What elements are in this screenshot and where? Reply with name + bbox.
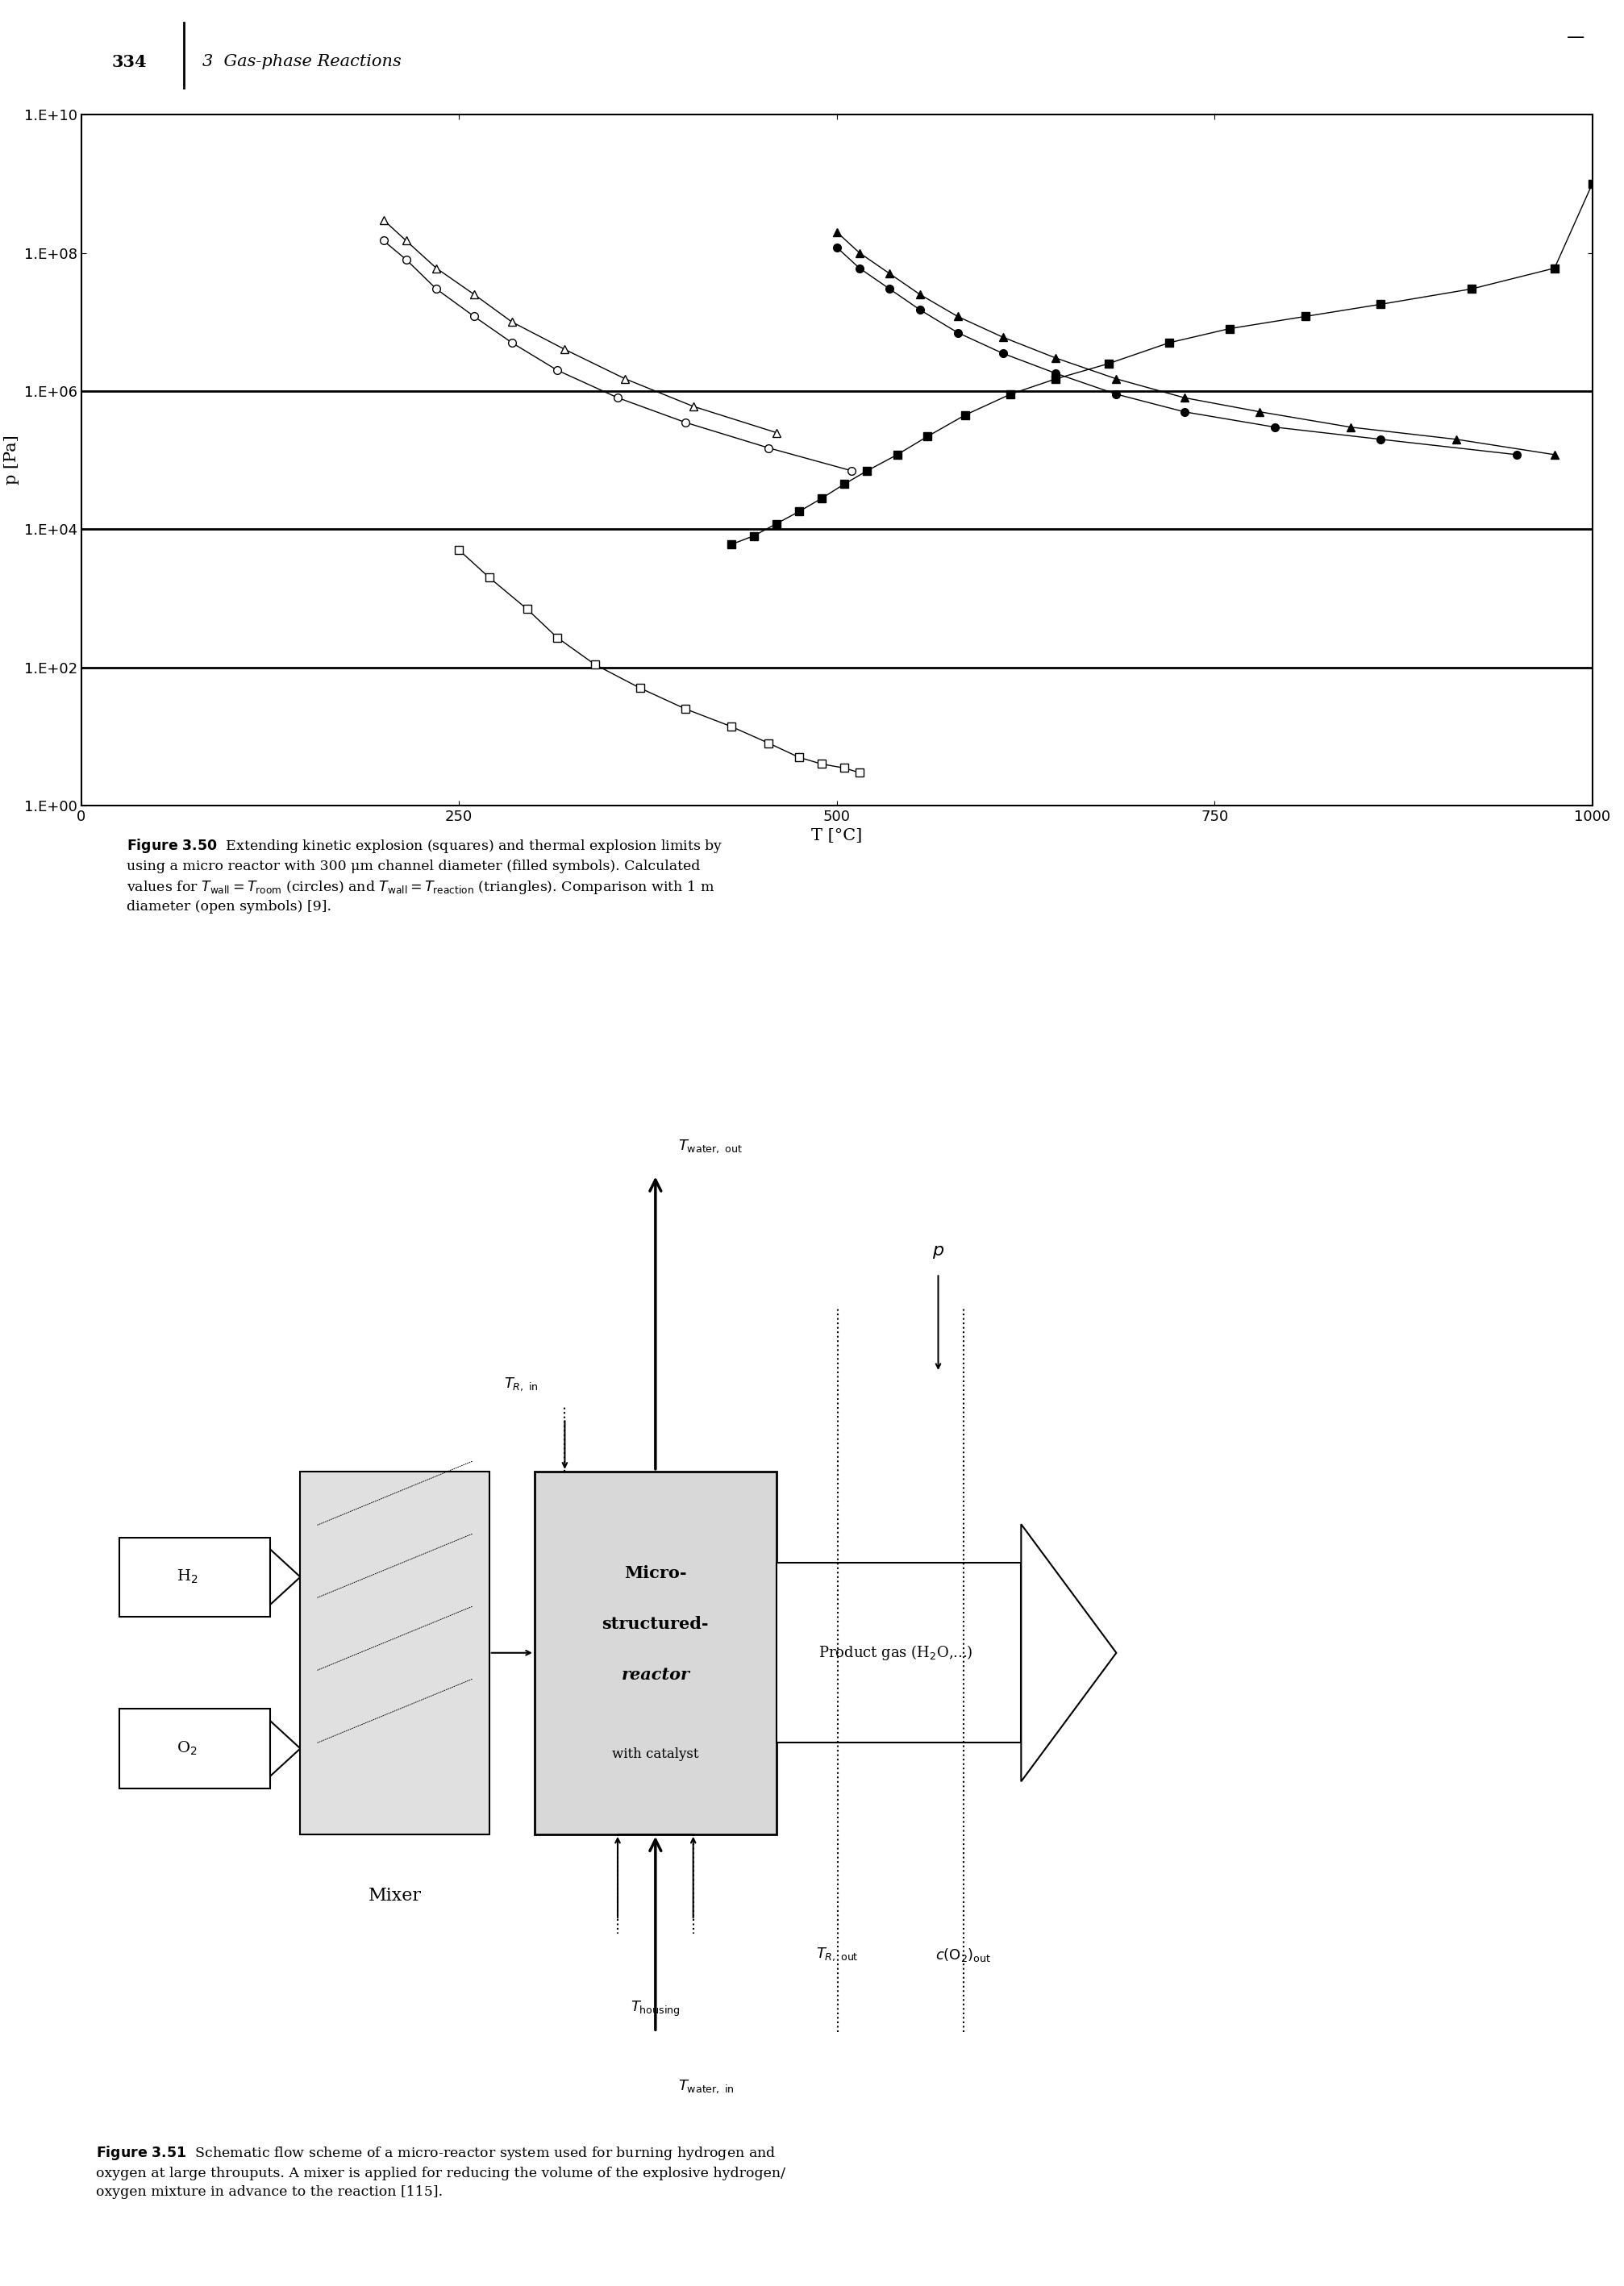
Text: Micro-: Micro-: [624, 1566, 687, 1582]
Text: with catalyst: with catalyst: [612, 1747, 698, 1760]
Text: $T_{\rm housing}$: $T_{\rm housing}$: [630, 2000, 680, 2019]
Text: $T_{R,\ \rm out}$: $T_{R,\ \rm out}$: [815, 1945, 859, 1964]
Text: $c(\rm O_2)_{\rm out}$: $c(\rm O_2)_{\rm out}$: [935, 1945, 991, 1964]
Text: 334: 334: [112, 53, 146, 71]
Y-axis label: p [Pa]: p [Pa]: [5, 434, 19, 485]
Text: O$_2$: O$_2$: [177, 1740, 197, 1758]
Text: Product gas (H$_2$O,...): Product gas (H$_2$O,...): [817, 1644, 973, 1662]
Text: Mixer: Mixer: [369, 1886, 421, 1904]
Text: reactor: reactor: [620, 1666, 689, 1682]
FancyBboxPatch shape: [300, 1472, 489, 1833]
Text: $\mathbf{Figure\ 3.51}$  Schematic flow scheme of a micro-reactor system used fo: $\mathbf{Figure\ 3.51}$ Schematic flow s…: [96, 2144, 786, 2199]
FancyBboxPatch shape: [119, 1710, 270, 1788]
Text: $T_{\rm water,\ out}$: $T_{\rm water,\ out}$: [677, 1138, 742, 1154]
Text: structured-: structured-: [603, 1616, 708, 1632]
Polygon shape: [270, 1550, 300, 1605]
Text: $T_{\rm water,\ in}$: $T_{\rm water,\ in}$: [677, 2078, 734, 2094]
FancyBboxPatch shape: [776, 1564, 1020, 1742]
Text: $p$: $p$: [932, 1244, 944, 1260]
Text: H$_2$: H$_2$: [177, 1568, 198, 1586]
FancyBboxPatch shape: [119, 1538, 270, 1616]
FancyBboxPatch shape: [534, 1472, 776, 1833]
Text: —: —: [1566, 30, 1583, 46]
Polygon shape: [270, 1721, 300, 1776]
Text: $\mathbf{Figure\ 3.50}$  Extending kinetic explosion (squares) and thermal explo: $\mathbf{Figure\ 3.50}$ Extending kineti…: [127, 837, 723, 914]
Polygon shape: [1020, 1525, 1116, 1781]
X-axis label: T [°C]: T [°C]: [810, 828, 862, 844]
Text: 3  Gas-phase Reactions: 3 Gas-phase Reactions: [201, 55, 401, 69]
Text: $T_{R,\ \rm in}$: $T_{R,\ \rm in}$: [503, 1376, 539, 1392]
